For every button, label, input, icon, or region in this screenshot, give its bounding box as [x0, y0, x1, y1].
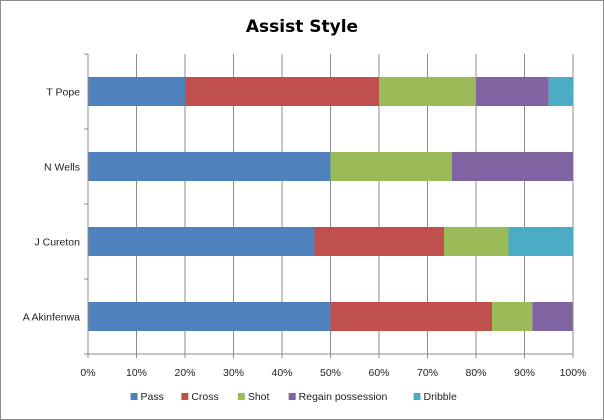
bar-segment-shot: [330, 152, 452, 181]
legend-swatch: [237, 393, 245, 400]
bar-segment-cross: [185, 77, 379, 106]
bar-segment-dribble: [508, 227, 573, 256]
bar-segment-pass: [88, 227, 315, 256]
chart-title: Assist Style: [246, 17, 358, 37]
x-tick-label: 100%: [560, 367, 587, 379]
x-tick-label: 30%: [223, 367, 244, 379]
bar-segment-regain-possession: [476, 77, 549, 106]
bar-segment-cross: [330, 302, 493, 331]
x-tick-label: 20%: [174, 367, 195, 379]
bar-segment-cross: [314, 227, 444, 256]
legend-label: Dribble: [424, 391, 457, 403]
bar-segment-dribble: [548, 77, 573, 106]
bar-segment-pass: [88, 77, 185, 106]
x-tick-label: 40%: [271, 367, 292, 379]
bar-segment-pass: [88, 302, 331, 331]
legend-label: Regain possession: [299, 391, 388, 403]
x-tick-label: 0%: [80, 367, 95, 379]
legend-swatch: [288, 393, 296, 400]
bar-segment-regain-possession: [451, 152, 573, 181]
x-tick-label: 10%: [126, 367, 147, 379]
legend-swatch: [413, 393, 421, 400]
category-label: A Akinfenwa: [23, 312, 80, 324]
category-label: J Cureton: [34, 237, 80, 249]
legend-swatch: [130, 393, 138, 400]
bar-segment-shot: [443, 227, 509, 256]
x-tick-label: 50%: [320, 367, 341, 379]
legend-swatch: [181, 393, 189, 400]
x-tick-label: 60%: [368, 367, 389, 379]
bar-segment-regain-possession: [532, 302, 573, 331]
x-tick-label: 80%: [465, 367, 486, 379]
legend-label: Cross: [191, 391, 218, 403]
legend-label: Pass: [141, 391, 164, 403]
category-label: N Wells: [44, 162, 80, 174]
x-tick-label: 70%: [417, 367, 438, 379]
x-tick-label: 90%: [514, 367, 535, 379]
category-label: T Pope: [46, 87, 80, 99]
legend-label: Shot: [248, 391, 270, 403]
bar-segment-shot: [492, 302, 533, 331]
bar-segment-pass: [88, 152, 331, 181]
bar-segment-shot: [379, 77, 476, 106]
